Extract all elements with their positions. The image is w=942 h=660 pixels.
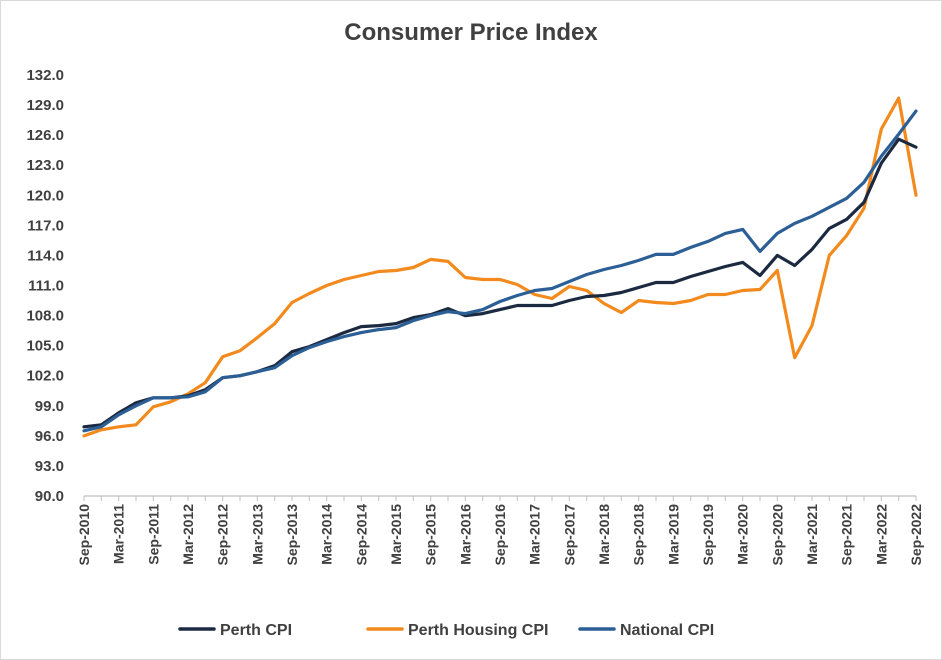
y-tick-label: 117.0 — [27, 217, 64, 234]
x-tick-label: Sep-2019 — [700, 504, 716, 566]
series-line-perth-cpi — [82, 137, 918, 429]
x-tick-label: Mar-2020 — [735, 504, 751, 565]
x-tick-label: Sep-2018 — [631, 504, 647, 566]
x-tick-label: Mar-2018 — [596, 504, 612, 565]
y-tick-label: 129.0 — [26, 97, 64, 114]
x-tick-label: Sep-2020 — [769, 504, 785, 566]
x-tick-label: Sep-2016 — [492, 504, 508, 566]
series-lines — [82, 96, 918, 438]
y-tick-label: 123.0 — [26, 157, 64, 174]
y-tick-label: 108.0 — [26, 308, 64, 325]
x-tick-label: Mar-2016 — [457, 504, 473, 565]
x-tick-label: Sep-2013 — [284, 504, 300, 566]
x-tick-label: Mar-2015 — [388, 504, 404, 565]
y-tick-label: 102.0 — [26, 368, 64, 385]
y-tick-label: 93.0 — [35, 458, 64, 475]
x-tick-label: Sep-2017 — [561, 504, 577, 566]
x-tick-label: Mar-2021 — [804, 504, 820, 565]
y-tick-label: 126.0 — [26, 127, 64, 144]
x-tick-label: Mar-2012 — [180, 504, 196, 565]
y-tick-label: 120.0 — [26, 187, 64, 204]
x-tick-label: Sep-2014 — [353, 504, 369, 566]
y-tick-label: 111.0 — [28, 278, 64, 295]
x-tick-label: Mar-2013 — [249, 504, 265, 565]
x-tick-label: Sep-2022 — [908, 504, 924, 566]
legend-label: Perth CPI — [220, 622, 292, 639]
x-tick-label: Sep-2012 — [215, 504, 231, 566]
series-line-perth-housing-cpi — [82, 96, 918, 438]
x-axis: Sep-2010 Mar-2011 Sep-2011 Mar-2012 Sep-2012… — [76, 495, 924, 566]
y-axis-labels: 90.0 93.0 96.0 99.0 102.0 105.0 108.0 111.0 114.… — [26, 67, 64, 505]
y-tick-label: 96.0 — [35, 428, 64, 445]
chart-title: Consumer Price Index — [344, 19, 598, 46]
x-tick-label: Mar-2022 — [873, 504, 889, 565]
x-tick-label: Mar-2014 — [319, 504, 335, 565]
y-tick-label: 132.0 — [26, 67, 64, 84]
y-tick-label: 99.0 — [35, 398, 64, 415]
x-tick-label: Mar-2017 — [527, 504, 543, 565]
y-tick-label: 114.0 — [27, 247, 64, 264]
legend: Perth CPI Perth Housing CPI National CPI — [178, 622, 714, 639]
legend-label: Perth Housing CPI — [408, 622, 548, 639]
x-tick-label: Sep-2021 — [839, 504, 855, 566]
x-tick-label: Mar-2019 — [665, 504, 681, 565]
x-tick-label: Sep-2010 — [76, 504, 92, 566]
x-tick-label: Sep-2015 — [423, 504, 439, 566]
legend-label: National CPI — [620, 622, 714, 639]
y-tick-label: 105.0 — [26, 338, 64, 355]
x-tick-label: Mar-2011 — [111, 504, 127, 564]
series-line-national-cpi — [82, 109, 918, 433]
y-tick-label: 90.0 — [35, 488, 64, 505]
x-tick-label: Sep-2011 — [145, 504, 161, 565]
